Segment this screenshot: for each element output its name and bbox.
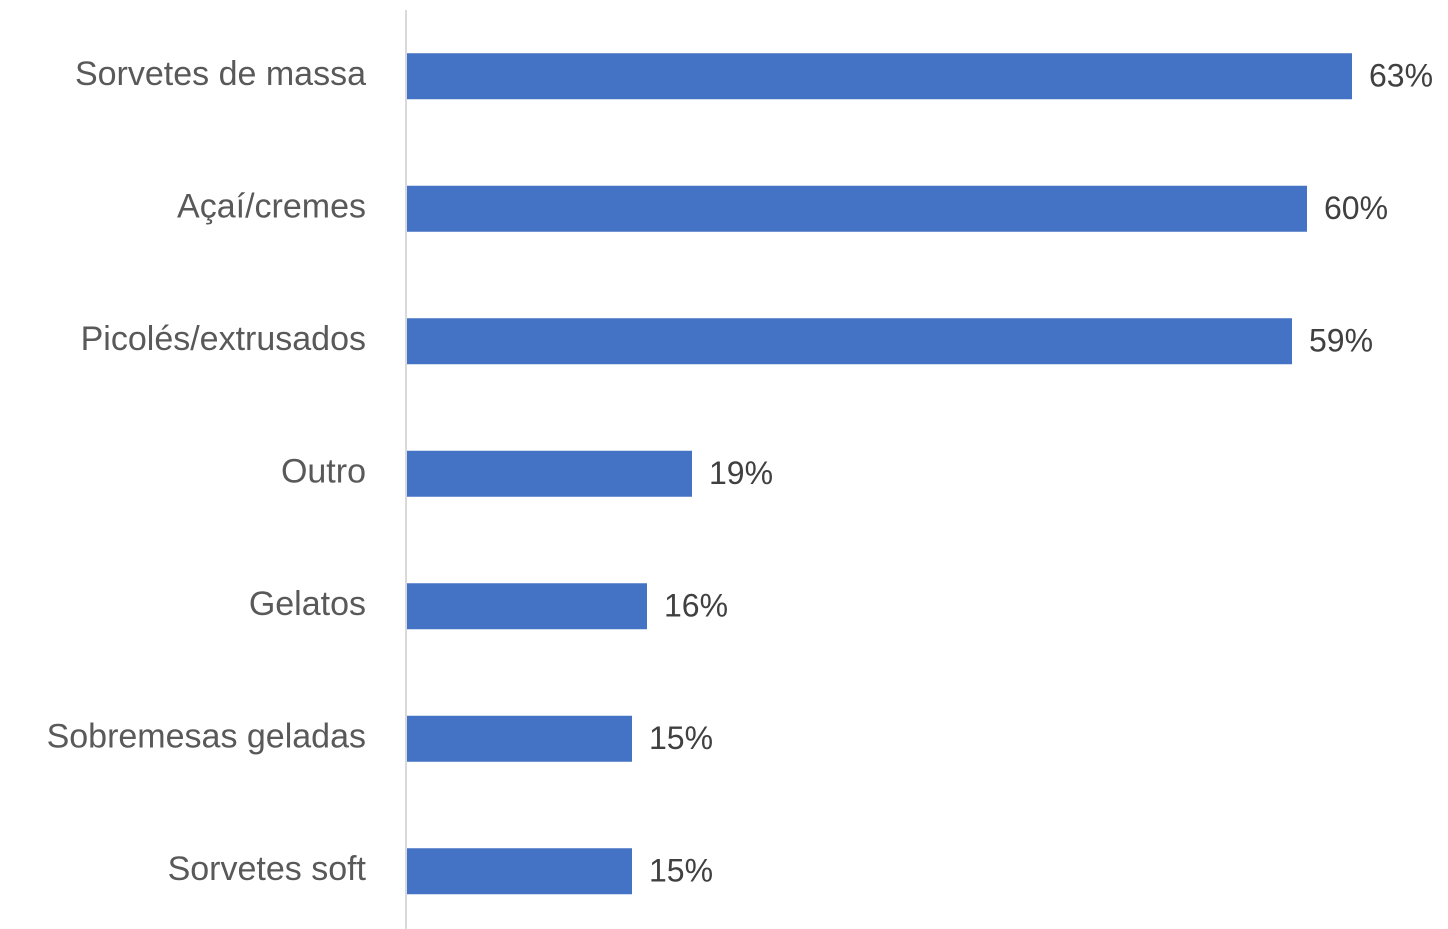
y-tick-label: Sorvetes de massa xyxy=(75,55,366,93)
y-tick-label: Sobremesas geladas xyxy=(47,718,366,756)
data-label: 16% xyxy=(664,588,728,624)
y-tick-label: Açaí/cremes xyxy=(177,188,366,226)
bar xyxy=(407,53,1352,100)
y-tick-label: Outro xyxy=(281,453,366,491)
data-label: 19% xyxy=(709,455,773,491)
bar xyxy=(407,715,632,762)
data-label: 60% xyxy=(1324,190,1388,226)
y-tick-label: Gelatos xyxy=(249,585,366,623)
bar xyxy=(407,185,1307,232)
y-tick-label: Picolés/extrusados xyxy=(81,320,366,358)
data-label: 59% xyxy=(1309,323,1373,359)
data-label: 15% xyxy=(649,720,713,756)
data-label: 63% xyxy=(1369,58,1433,94)
y-tick-label: Sorvetes soft xyxy=(168,850,367,888)
data-label: 15% xyxy=(649,853,713,889)
bar xyxy=(407,583,647,630)
bar xyxy=(407,318,1292,365)
bar xyxy=(407,450,692,497)
bar xyxy=(407,848,632,895)
